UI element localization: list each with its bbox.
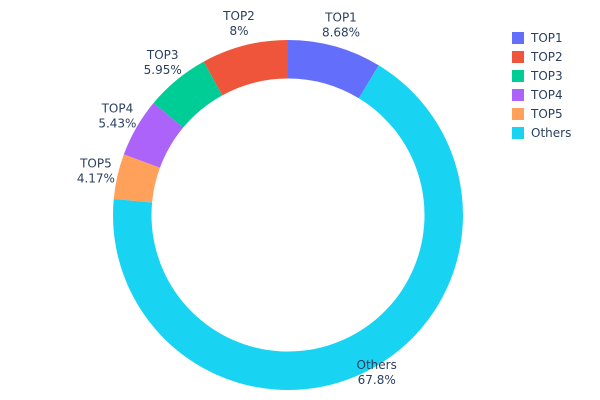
legend-item-top4[interactable]: TOP4 — [512, 88, 571, 102]
legend-swatch-others — [512, 127, 524, 139]
legend-label-top1: TOP1 — [531, 31, 563, 45]
legend-item-top2[interactable]: TOP2 — [512, 50, 571, 64]
slice-label-top2: TOP2 8% — [222, 9, 255, 38]
pie-slice-top3[interactable] — [153, 61, 223, 128]
legend-label-top5: TOP5 — [531, 107, 563, 121]
pie-slice-top5[interactable] — [113, 154, 160, 203]
pie-slice-top4[interactable] — [123, 102, 184, 168]
legend-label-others: Others — [531, 126, 572, 140]
slice-label-top1: TOP1 8.68% — [322, 10, 360, 39]
legend-item-top3[interactable]: TOP3 — [512, 69, 571, 83]
legend-label-top4: TOP4 — [531, 88, 563, 102]
legend-item-others[interactable]: Others — [512, 126, 571, 140]
slice-label-top5: TOP5 4.17% — [77, 157, 115, 186]
pie-slice-top1[interactable] — [288, 40, 379, 99]
legend-item-top1[interactable]: TOP1 — [512, 31, 571, 45]
slice-label-top4: TOP4 5.43% — [98, 101, 136, 130]
legend-label-top3: TOP3 — [531, 69, 563, 83]
legend-swatch-top1 — [512, 32, 524, 44]
legend-label-top2: TOP2 — [531, 50, 563, 64]
legend-item-top5[interactable]: TOP5 — [512, 107, 571, 121]
slice-label-others: Others 67.8% — [357, 358, 397, 387]
legend-swatch-top5 — [512, 108, 524, 120]
slice-label-top3: TOP3 5.95% — [144, 48, 182, 77]
legend: TOP1 TOP2 TOP3 TOP4 TOP5 Others — [512, 31, 571, 140]
legend-swatch-top4 — [512, 89, 524, 101]
pie-slice-top2[interactable] — [203, 39, 288, 96]
legend-swatch-top3 — [512, 70, 524, 82]
legend-swatch-top2 — [512, 51, 524, 63]
